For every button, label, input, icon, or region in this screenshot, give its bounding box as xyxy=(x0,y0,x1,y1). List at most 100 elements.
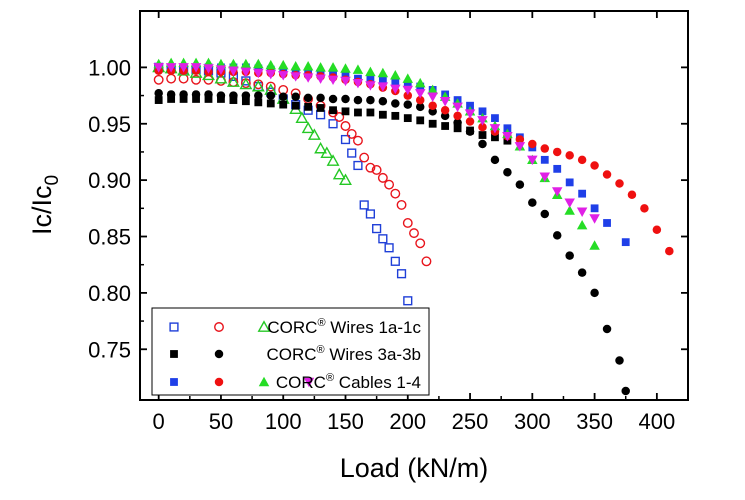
data-point xyxy=(326,154,340,166)
data-point xyxy=(396,199,407,210)
x-tick-label: 250 xyxy=(452,409,489,434)
data-point xyxy=(514,142,526,152)
data-point xyxy=(415,238,426,249)
data-point xyxy=(377,67,389,78)
data-point xyxy=(391,78,400,86)
data-point xyxy=(365,162,376,173)
y-tick-label: 0.80 xyxy=(88,281,131,306)
data-point xyxy=(371,165,382,175)
data-point xyxy=(241,91,251,100)
data-point xyxy=(378,234,388,244)
data-point xyxy=(491,114,499,123)
data-point xyxy=(402,218,413,228)
data-point xyxy=(316,93,325,103)
data-point xyxy=(340,121,351,131)
data-point xyxy=(372,224,382,234)
data-point xyxy=(251,79,265,92)
data-point xyxy=(378,110,387,119)
data-point xyxy=(265,81,276,92)
data-point xyxy=(191,90,201,99)
data-point xyxy=(229,91,238,100)
data-point xyxy=(291,92,300,101)
series-cable-3 xyxy=(153,57,600,250)
data-point xyxy=(229,96,238,104)
data-point xyxy=(491,133,499,142)
x-tick-label: 0 xyxy=(153,409,165,434)
data-point xyxy=(576,207,588,217)
data-point xyxy=(366,95,375,105)
legend-entry-cables-mark: ® xyxy=(326,372,334,384)
data-point xyxy=(304,102,313,111)
data-point xyxy=(346,128,357,139)
data-point xyxy=(290,72,301,82)
y-tick-label: 0.85 xyxy=(88,225,131,250)
data-point xyxy=(421,256,432,267)
data-point xyxy=(366,75,375,84)
data-point xyxy=(339,173,352,186)
legend-entry-wires-1: CORC® Wires 1a-1c xyxy=(267,317,421,337)
data-point xyxy=(391,111,400,120)
x-tick-label: 50 xyxy=(209,409,233,434)
data-point xyxy=(154,96,163,104)
data-point xyxy=(265,69,277,80)
data-point xyxy=(378,96,388,106)
data-point xyxy=(441,122,450,130)
data-point xyxy=(204,90,213,99)
data-point xyxy=(354,108,362,117)
data-point xyxy=(403,114,412,123)
data-point xyxy=(515,180,525,189)
data-point xyxy=(279,100,288,109)
data-point xyxy=(277,59,289,70)
data-point xyxy=(347,148,357,158)
data-point xyxy=(528,198,537,207)
data-point xyxy=(204,95,213,103)
y-axis-title: Ic/Ic0 xyxy=(27,175,63,235)
data-point xyxy=(179,90,188,99)
data-point xyxy=(390,84,401,95)
data-point xyxy=(377,82,389,92)
data-point xyxy=(416,116,425,125)
data-point xyxy=(527,155,538,166)
data-point xyxy=(551,187,563,197)
legend-entry-wires-1-suffix: Wires 1a-1c xyxy=(326,318,422,337)
data-point xyxy=(327,75,339,86)
data-point xyxy=(353,160,363,171)
data-point xyxy=(332,167,346,180)
data-point xyxy=(414,77,426,88)
legend-entry-cables-suffix: Cables 1-4 xyxy=(334,373,421,392)
y-tick-label: 1.00 xyxy=(88,55,131,80)
legend-marker xyxy=(169,322,179,332)
data-point xyxy=(384,179,395,190)
data-point xyxy=(178,63,189,73)
data-point xyxy=(278,92,288,101)
data-point xyxy=(253,68,264,79)
data-point xyxy=(552,147,562,157)
data-point xyxy=(328,119,338,129)
data-point xyxy=(478,122,487,132)
legend-entry-wires-3-mark: ® xyxy=(317,344,325,356)
data-point xyxy=(627,190,637,200)
data-point xyxy=(652,225,662,234)
data-point xyxy=(153,74,164,85)
data-point xyxy=(502,131,513,142)
data-point xyxy=(307,128,321,140)
data-point xyxy=(384,243,394,253)
data-point xyxy=(153,63,164,73)
data-point xyxy=(254,64,263,73)
data-point xyxy=(316,104,325,112)
legend-marker xyxy=(170,350,178,358)
data-points xyxy=(152,57,674,396)
data-point xyxy=(359,152,370,163)
data-point xyxy=(552,231,562,240)
data-point xyxy=(577,268,587,277)
legend: CORC® Wires 1a-1c CORC® Wires 3a-3b CORC… xyxy=(151,307,430,396)
data-point xyxy=(478,131,487,139)
legend-entry-wires-1-mark: ® xyxy=(317,317,325,329)
data-point xyxy=(589,214,600,224)
series-wire-3a xyxy=(154,95,512,145)
data-point xyxy=(565,151,574,160)
data-point xyxy=(378,77,387,85)
data-point xyxy=(190,63,202,73)
y-tick-label: 0.75 xyxy=(88,337,131,362)
data-point xyxy=(414,89,426,99)
